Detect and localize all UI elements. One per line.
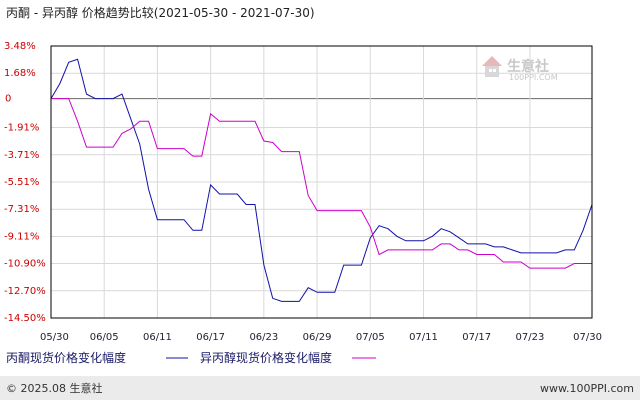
x-tick-label: 07/30 — [573, 332, 602, 343]
y-tick-label: -3.71% — [4, 150, 39, 161]
y-tick-label: -10.90% — [4, 259, 46, 270]
x-axis-ticks: 05/30 06/05 06/11 06/17 06/23 06/29 07/05 07/11… — [40, 332, 602, 343]
plot-frame — [50, 45, 593, 319]
x-tick-label: 05/30 — [40, 332, 69, 343]
y-tick-label: 1.68% — [4, 68, 36, 79]
watermark-name: 生意社 — [507, 58, 549, 75]
x-tick-label: 06/11 — [143, 332, 172, 343]
series-lines — [50, 58, 593, 302]
legend: 丙酮现货价格变化幅度 异丙醇现货价格变化幅度 — [6, 350, 376, 365]
y-tick-label: -5.51% — [4, 177, 39, 188]
grid-lines — [51, 45, 592, 319]
y-axis-ticks: 3.48% 1.68% 0 -1.91% -3.71% -5.51% -7.31% -9.11… — [4, 41, 46, 324]
y-tick-label: -14.50% — [4, 313, 46, 324]
y-tick-label: -12.70% — [4, 286, 46, 297]
x-tick-label: 06/23 — [249, 332, 278, 343]
series-line-acetone — [50, 58, 593, 302]
legend-label-acetone: 丙酮现货价格变化幅度 — [6, 350, 126, 365]
x-tick-label: 06/17 — [196, 332, 225, 343]
footer-bar — [0, 376, 640, 400]
series-line-ipa — [51, 98, 593, 269]
x-tick-label: 07/05 — [356, 332, 385, 343]
house-logo-icon — [482, 56, 502, 77]
y-tick-label: -9.11% — [4, 231, 39, 242]
y-tick-label: -7.31% — [4, 204, 39, 215]
x-tick-label: 06/05 — [90, 332, 119, 343]
y-tick-label: 0 — [5, 94, 11, 105]
y-tick-label: -1.91% — [4, 123, 39, 134]
x-tick-label: 07/23 — [516, 332, 545, 343]
watermark-logo: 生意社 100PPI.COM — [482, 56, 558, 82]
watermark-site: 100PPI.COM — [509, 73, 558, 82]
footer: © 2025.08 生意社 www.100PPI.com — [0, 376, 640, 400]
x-tick-label: 07/17 — [462, 332, 491, 343]
chart-title: 丙酮 - 异丙醇 价格趋势比较(2021-05-30 - 2021-07-30) — [6, 5, 315, 20]
y-tick-label: 3.48% — [4, 41, 36, 52]
x-tick-label: 07/11 — [409, 332, 438, 343]
footer-copyright: © 2025.08 生意社 — [6, 381, 102, 395]
x-tick-label: 06/29 — [303, 332, 332, 343]
legend-label-ipa: 异丙醇现货价格变化幅度 — [200, 350, 332, 365]
footer-site-link[interactable]: www.100PPI.com — [540, 382, 634, 395]
